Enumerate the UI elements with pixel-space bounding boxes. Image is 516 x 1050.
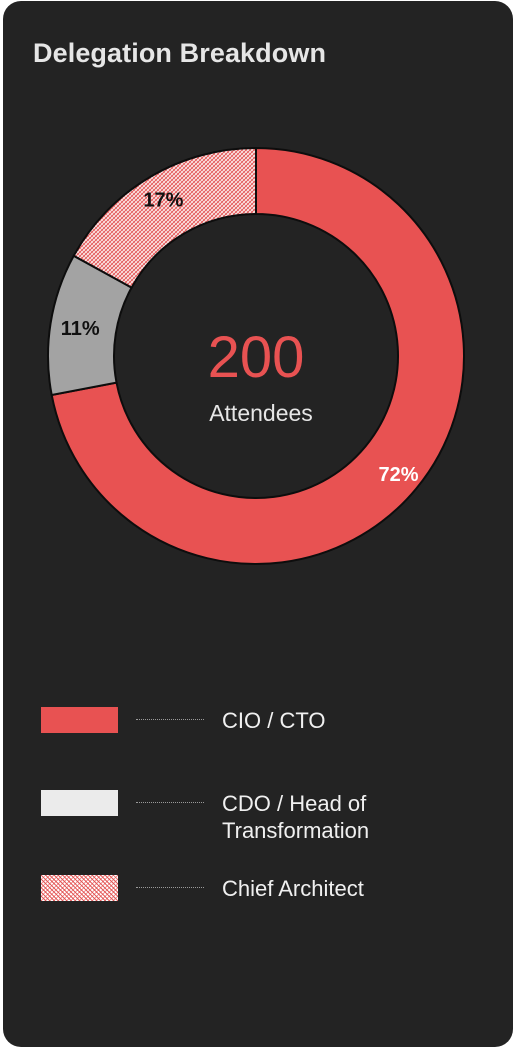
legend-leader-line <box>136 802 204 803</box>
legend-swatch-solid-light <box>41 790 118 816</box>
legend-swatch-solid-red <box>41 707 118 733</box>
legend-leader-line <box>136 887 204 888</box>
legend-label-line: CIO / CTO <box>222 708 326 733</box>
donut-slices <box>47 146 465 565</box>
donut-slice-cio-cto <box>50 146 465 565</box>
legend-label: CDO / Head of Transformation <box>222 790 422 844</box>
legend-label: CIO / CTO <box>222 707 422 734</box>
legend-label-line: Transformation <box>222 818 370 843</box>
donut-slice-chief-architect <box>72 146 257 289</box>
donut-data-labels: 72% 11% 17% <box>61 189 419 486</box>
center-total-label: Attendees <box>209 400 313 426</box>
legend-label-line: Chief Architect <box>222 876 364 901</box>
legend-label-line: CDO / Head of <box>222 791 367 816</box>
donut-data-label: 72% <box>379 464 419 486</box>
legend-leader-line <box>136 719 204 720</box>
legend-label: Chief Architect <box>222 875 422 902</box>
donut-data-label: 11% <box>61 318 100 340</box>
legend-swatch-hatched-red <box>41 875 118 901</box>
chart-title: Delegation Breakdown <box>33 38 327 68</box>
center-total-value: 200 <box>208 325 305 390</box>
donut-data-label: 17% <box>143 189 183 211</box>
